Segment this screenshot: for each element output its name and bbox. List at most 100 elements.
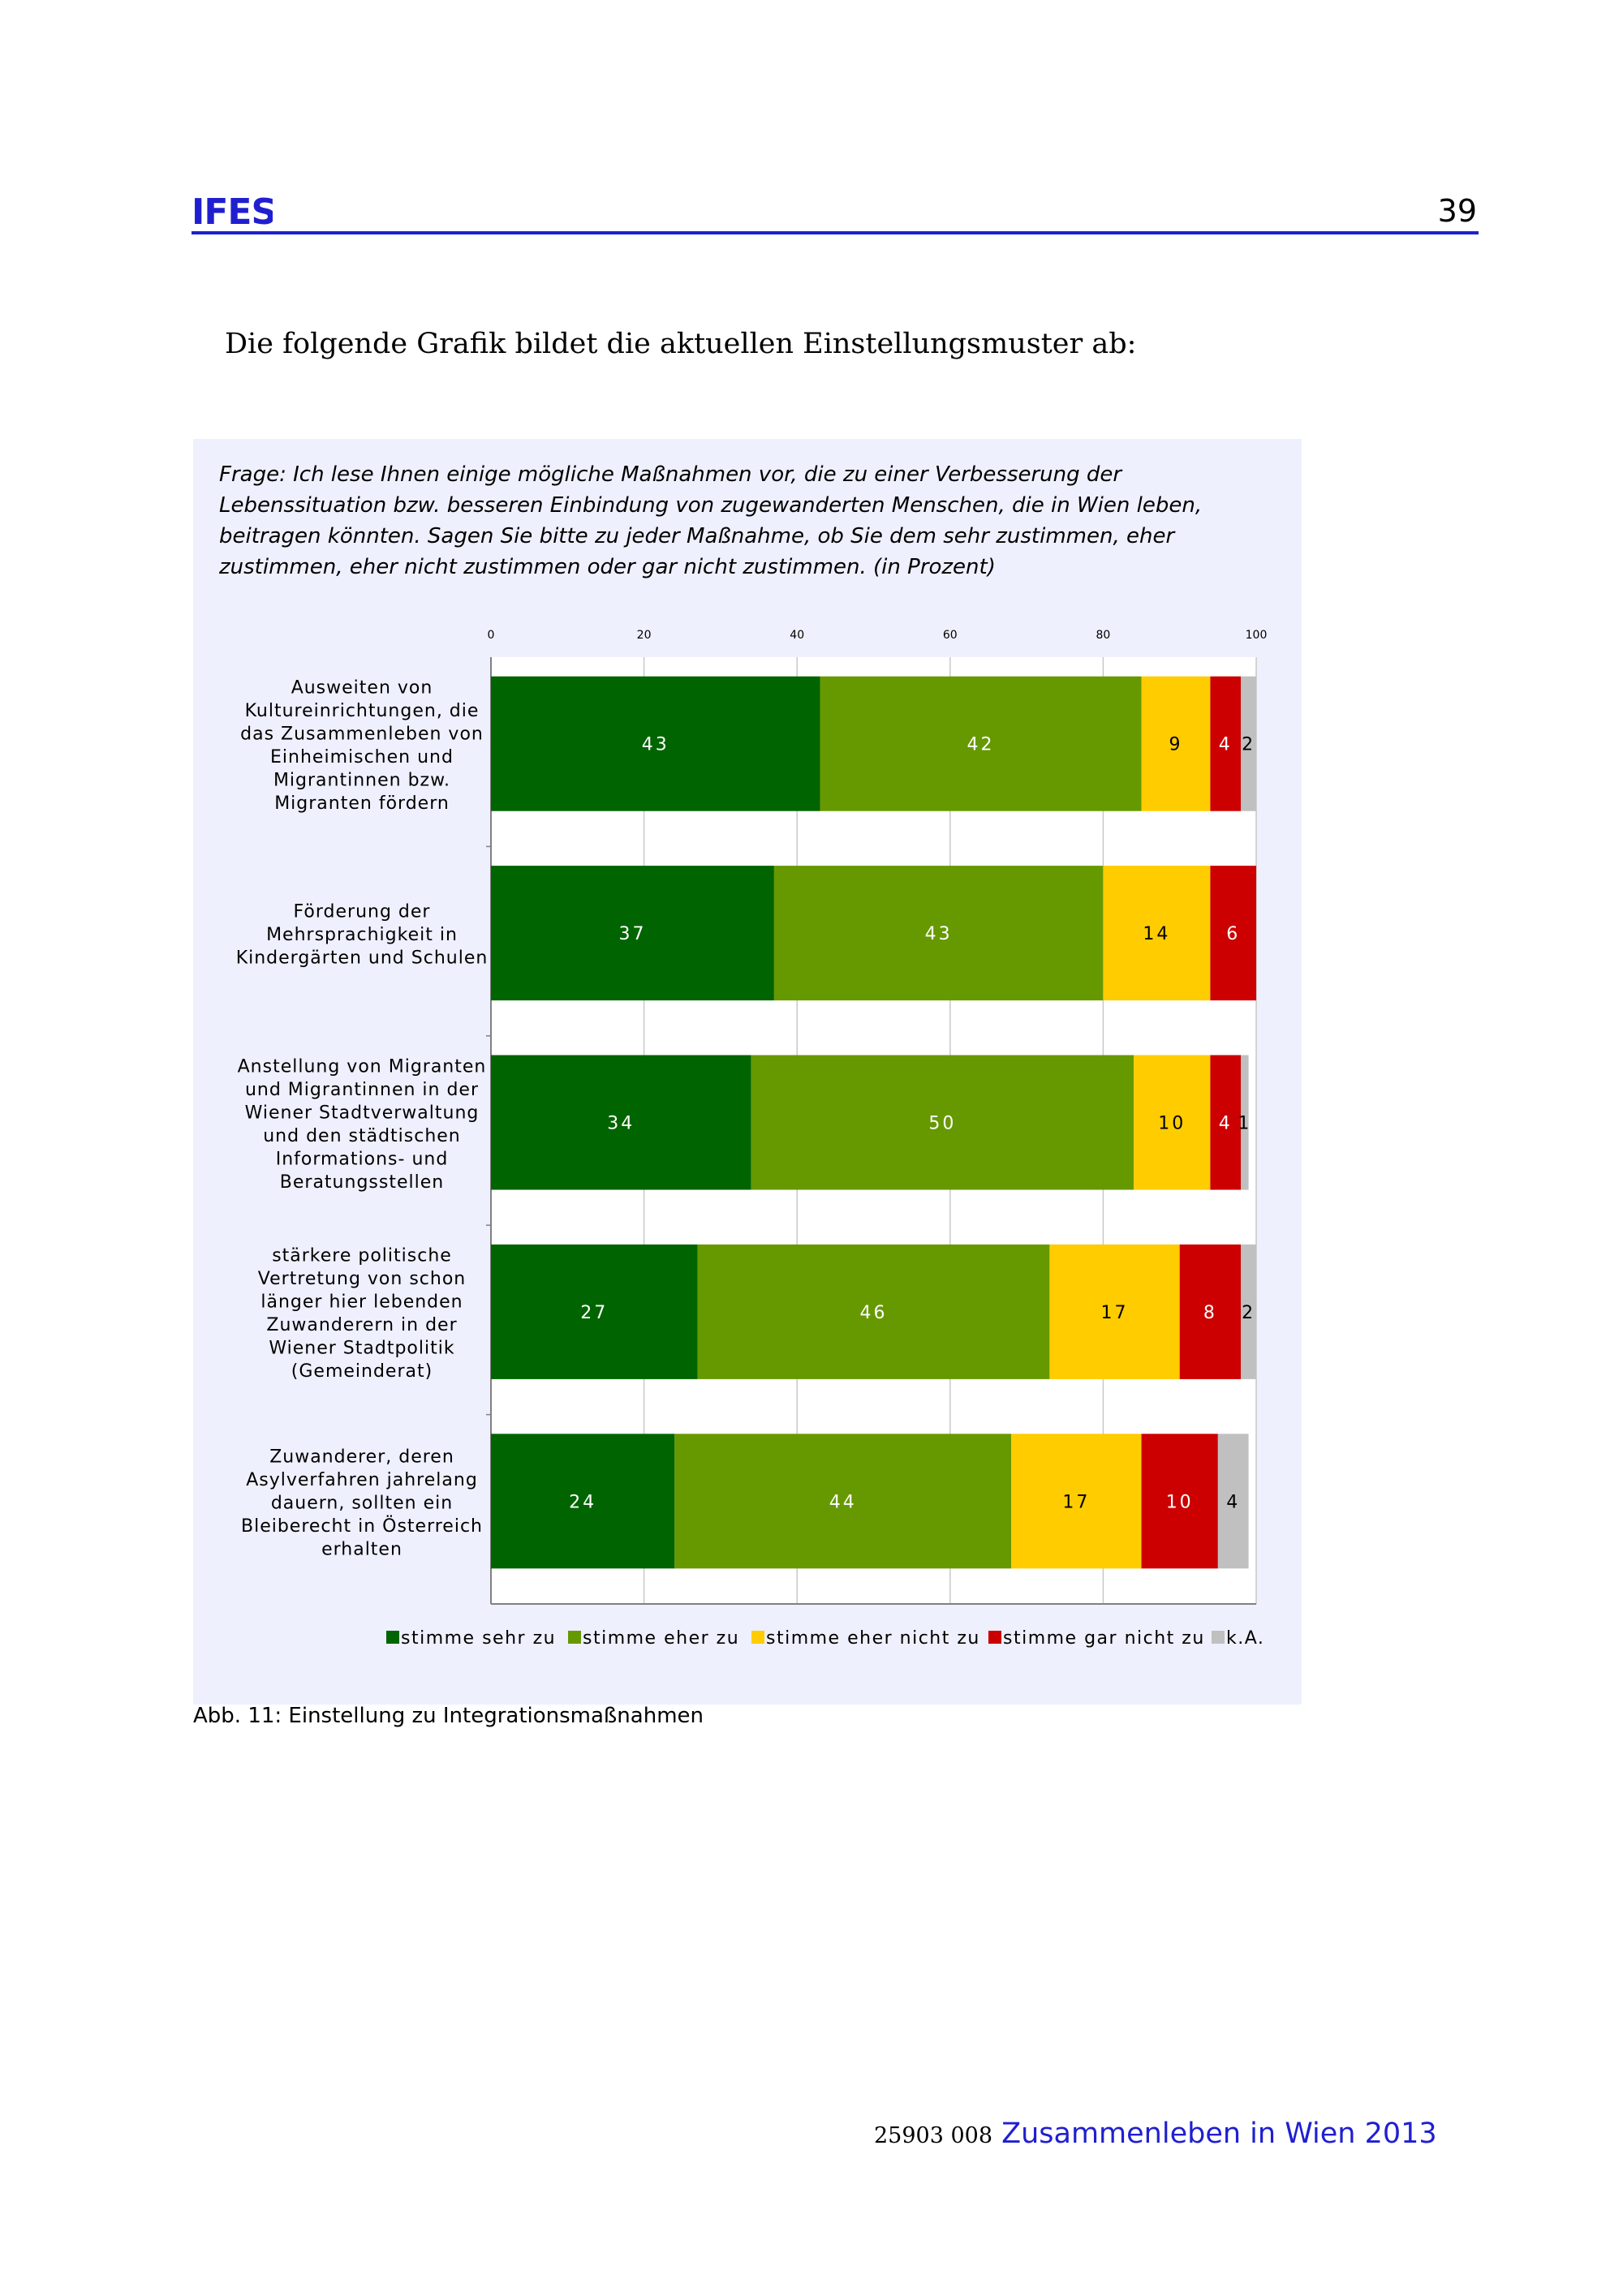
- data-label: 4: [1219, 1114, 1233, 1134]
- category-label: Zuwanderern in der: [266, 1315, 457, 1335]
- legend-label: k.A.: [1226, 1628, 1264, 1649]
- bar-segment: [1141, 676, 1211, 811]
- data-label: 1: [1238, 1114, 1251, 1134]
- data-label: 43: [642, 735, 669, 755]
- category-label: erhalten: [321, 1539, 403, 1559]
- data-label: 37: [618, 924, 646, 944]
- data-label: 24: [569, 1492, 596, 1512]
- bar-segment: [1210, 676, 1242, 811]
- category-label: stärkere politische: [272, 1246, 452, 1266]
- data-label: 10: [1158, 1114, 1186, 1134]
- bar-segment: [674, 1434, 1012, 1569]
- svg-text:IFES: IFES: [192, 191, 273, 227]
- data-label: 2: [1242, 735, 1255, 755]
- category-label: Beratungsstellen: [280, 1172, 444, 1193]
- x-tick-label: 0: [488, 629, 495, 642]
- bar-segment: [1217, 1434, 1249, 1569]
- data-label: 44: [829, 1492, 857, 1512]
- stacked-bar-chart: 0 20 40 60 80 100 Ausweiten von Kultureinrichtu…: [236, 629, 1268, 1649]
- x-tick-label: 100: [1246, 629, 1268, 642]
- legend-swatch: [1212, 1631, 1225, 1644]
- bar-segment: [1241, 676, 1256, 811]
- data-label: 50: [928, 1114, 956, 1134]
- category-label: Wiener Stadtpolitik: [269, 1339, 454, 1359]
- data-label: 2: [1242, 1303, 1255, 1323]
- category-label: Einheimischen und: [270, 747, 454, 767]
- legend-label: stimme eher zu: [583, 1628, 739, 1649]
- bar-segment: [1241, 1244, 1256, 1379]
- legend-label: stimme sehr zu: [401, 1628, 556, 1649]
- bar-segment: [751, 1055, 1134, 1190]
- footer-code: 25903 008: [874, 2123, 993, 2148]
- x-tick-label: 60: [943, 629, 958, 642]
- category-label: Migranten fördern: [274, 793, 450, 814]
- bar-segment: [491, 1434, 675, 1569]
- bar-segment: [820, 676, 1142, 811]
- bar-segment: [1011, 1434, 1142, 1569]
- bar-segment: [697, 1244, 1050, 1379]
- bar-segment: [1141, 1434, 1218, 1569]
- data-label: 4: [1226, 1492, 1240, 1512]
- data-label: 8: [1203, 1303, 1217, 1323]
- category-label: und Migrantinnen in der: [245, 1080, 479, 1100]
- data-label: 46: [860, 1303, 888, 1323]
- legend-swatch: [751, 1631, 764, 1644]
- data-label: 17: [1101, 1303, 1129, 1323]
- data-label: 42: [967, 735, 995, 755]
- legend-swatch: [386, 1631, 399, 1644]
- category-label: Migrantinnen bzw.: [273, 770, 450, 790]
- category-label: Vertretung von schon: [258, 1269, 466, 1289]
- category-label: Zuwanderer, deren: [269, 1447, 454, 1467]
- bar-segment: [1179, 1244, 1242, 1379]
- header-rule: [192, 231, 1479, 234]
- ifes-logo: IFES: [192, 191, 273, 227]
- bar-segment: [1210, 866, 1256, 1001]
- legend-swatch: [568, 1631, 581, 1644]
- footer-title: Zusammenleben in Wien 2013: [1001, 2118, 1437, 2150]
- bar-segment: [1134, 1055, 1211, 1190]
- data-label: 6: [1226, 924, 1240, 944]
- data-label: 43: [925, 924, 953, 944]
- category-label: Wiener Stadtverwaltung: [245, 1103, 480, 1123]
- page-number: 39: [1437, 193, 1477, 229]
- category-label: Anstellung von Migranten: [238, 1056, 487, 1077]
- category-label: Ausweiten von: [291, 677, 433, 698]
- category-label: Bleiberecht in Österreich: [241, 1516, 483, 1537]
- bar-segment: [491, 676, 820, 811]
- category-label: dauern, sollten ein: [271, 1493, 453, 1513]
- category-label: Informations- und: [276, 1149, 449, 1169]
- data-label: 14: [1143, 924, 1170, 944]
- legend-label: stimme eher nicht zu: [766, 1628, 980, 1649]
- data-label: 4: [1219, 735, 1233, 755]
- bar-segment: [1103, 866, 1211, 1001]
- data-label: 34: [607, 1114, 635, 1134]
- category-label: Kindergärten und Schulen: [236, 948, 489, 969]
- category-label: länger hier lebenden: [260, 1292, 463, 1313]
- figure-caption: Abb. 11: Einstellung zu Integrationsmaßn…: [193, 1704, 704, 1728]
- bar-segment: [491, 1055, 751, 1190]
- category-label: Kultureinrichtungen, die: [245, 701, 480, 721]
- bar-segment: [1049, 1244, 1180, 1379]
- legend-label: stimme gar nicht zu: [1003, 1628, 1205, 1649]
- x-tick-label: 80: [1096, 629, 1110, 642]
- bar-segment: [491, 866, 774, 1001]
- category-label: Förderung der: [294, 902, 431, 922]
- data-label: 27: [580, 1303, 608, 1323]
- x-tick-label: 40: [790, 629, 804, 642]
- data-label: 10: [1166, 1492, 1194, 1512]
- bar-segment: [491, 1244, 698, 1379]
- category-label: Asylverfahren jahrelang: [246, 1470, 478, 1490]
- bar-segment: [1241, 1055, 1249, 1190]
- intro-text: Die folgende Grafik bildet die aktuellen…: [225, 328, 1137, 360]
- x-tick-label: 20: [637, 629, 652, 642]
- footer: 25903 008 Zusammenleben in Wien 2013: [874, 2118, 1437, 2150]
- category-label: und den städtischen: [263, 1126, 461, 1146]
- bar-segment: [773, 866, 1104, 1001]
- question-text: Frage: Ich lese Ihnen einige mögliche Ma…: [219, 462, 1203, 579]
- legend-swatch: [988, 1631, 1001, 1644]
- bar-segment: [1210, 1055, 1242, 1190]
- category-label: (Gemeinderat): [291, 1361, 433, 1382]
- data-label: 17: [1062, 1492, 1090, 1512]
- data-label: 9: [1169, 735, 1182, 755]
- category-label: das Zusammenleben von: [240, 724, 484, 744]
